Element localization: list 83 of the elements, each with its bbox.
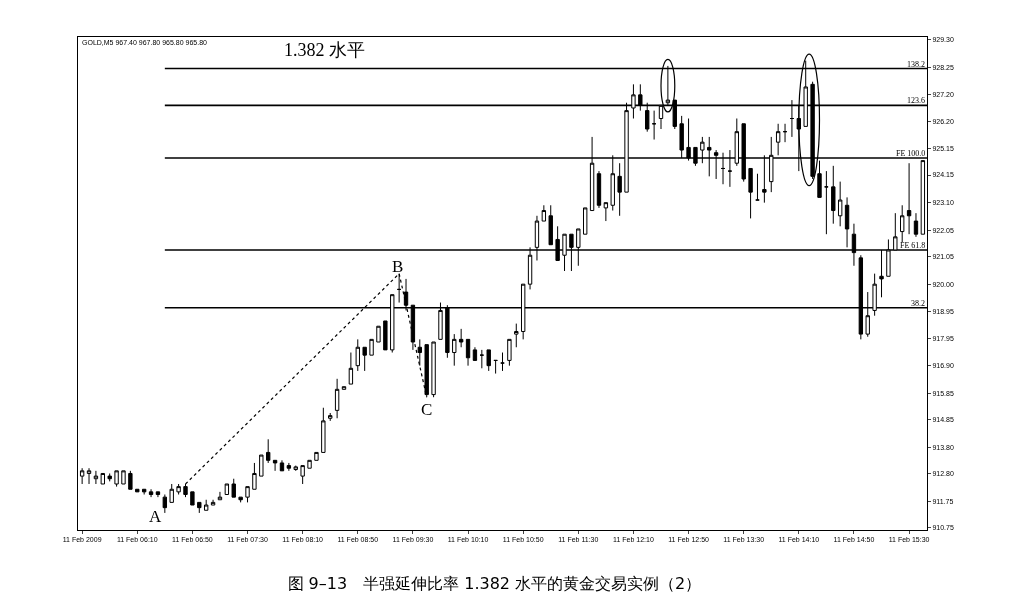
- candlestick: [176, 483, 181, 495]
- annotation: FE 61.8: [900, 241, 926, 250]
- candlestick: [141, 488, 147, 495]
- candlestick: [486, 349, 491, 372]
- candlestick: [279, 459, 285, 472]
- candlestick: [603, 202, 609, 222]
- candlestick: [321, 407, 326, 453]
- candlestick: [293, 465, 298, 472]
- candlestick: [362, 346, 367, 372]
- candlestick: [775, 123, 781, 156]
- annotation: 138.2: [907, 60, 925, 69]
- candlestick: [252, 462, 257, 490]
- candlestick: [341, 386, 347, 390]
- candlestick: [128, 470, 133, 490]
- candlestick: [824, 170, 829, 235]
- candlestick: [458, 328, 464, 348]
- candlestick: [755, 173, 760, 201]
- candlestick: [114, 470, 119, 488]
- candlestick: [272, 459, 278, 472]
- candlestick: [348, 352, 354, 385]
- candlestick: [107, 472, 112, 482]
- candlestick: [541, 204, 547, 222]
- candlestick: [596, 170, 602, 209]
- candlestick: [79, 467, 85, 485]
- candlestick: [837, 181, 843, 227]
- candlestick: [906, 162, 912, 235]
- candlestick: [831, 165, 836, 225]
- candlestick: [514, 323, 519, 348]
- candlestick: [493, 359, 498, 375]
- candlestick: [431, 341, 436, 398]
- annotation: 1.382 水平: [284, 40, 365, 60]
- candlestick: [355, 338, 360, 372]
- candlestick: [259, 454, 264, 477]
- annotation: 38.2: [911, 299, 925, 308]
- candlestick: [217, 491, 223, 501]
- candlestick: [328, 412, 333, 422]
- candlestick: [548, 204, 553, 246]
- candlestick: [307, 459, 312, 469]
- candlestick: [417, 338, 422, 367]
- candlestick: [376, 325, 381, 343]
- candlestick: [452, 333, 457, 367]
- candlestick: [479, 349, 485, 369]
- candlestick: [900, 204, 905, 243]
- candlestick: [197, 501, 202, 514]
- candlestick: [100, 472, 105, 485]
- candlestick: [651, 110, 657, 141]
- candlestick: [155, 491, 161, 498]
- candlestick: [844, 196, 850, 248]
- candlestick: [472, 346, 478, 361]
- candlestick: [314, 451, 319, 461]
- candlestick: [190, 491, 195, 506]
- candlestick: [245, 486, 250, 503]
- annotation: B: [392, 257, 404, 276]
- text: 图 9–13 半强延伸比率 1.382 水平的黄金交易实例（2）: [287, 573, 702, 593]
- candlestick: [369, 338, 374, 356]
- candlestick: [617, 162, 622, 217]
- candlestick: [583, 207, 588, 235]
- candlestick: [93, 470, 99, 485]
- annotation: FE 100.0: [896, 149, 926, 158]
- candlestick: [169, 483, 174, 503]
- candlestick: [465, 338, 471, 367]
- candlestick: [86, 467, 92, 485]
- candlestick: [286, 462, 292, 472]
- candlestick: [203, 499, 209, 511]
- annotation: C: [421, 400, 433, 419]
- candlestick: [231, 478, 236, 498]
- candlestick: [383, 320, 388, 351]
- candlestick: [748, 167, 753, 219]
- annotation: 123.6: [907, 96, 925, 105]
- candlestick: [507, 338, 512, 367]
- candlestick: [210, 499, 216, 506]
- candlestick: [121, 470, 126, 485]
- candlestick: [913, 212, 919, 238]
- candlestick: [334, 378, 340, 419]
- candlestick: [500, 352, 505, 372]
- candlestick: [148, 488, 154, 498]
- annotation: A: [149, 507, 162, 526]
- candlestick: [135, 488, 140, 493]
- candlestick: [238, 496, 243, 503]
- candlestick: [162, 494, 168, 514]
- candlestick: [300, 465, 305, 485]
- candlestick: [266, 438, 271, 464]
- candlestick: [224, 483, 230, 495]
